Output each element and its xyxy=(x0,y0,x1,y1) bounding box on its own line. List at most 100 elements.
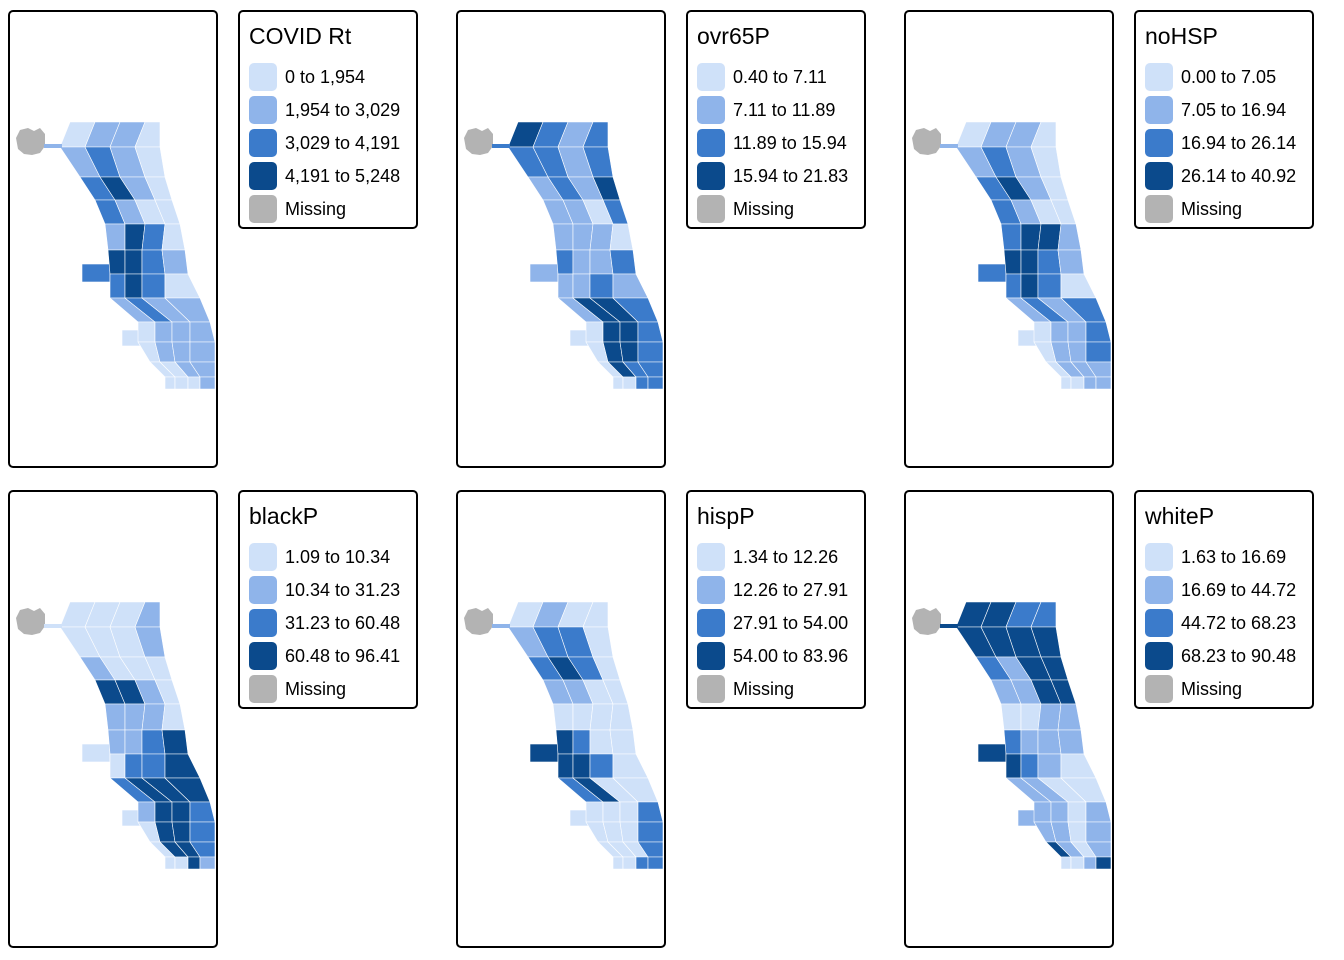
community-area xyxy=(1037,729,1062,755)
choropleth-map xyxy=(912,601,1112,870)
legend-title: ovr65P xyxy=(697,23,770,49)
legend-item: 7.11 to 11.89 xyxy=(697,93,848,126)
legend-swatch xyxy=(697,128,725,157)
legend-label: 0.40 to 7.11 xyxy=(733,66,827,87)
community-area xyxy=(1020,249,1039,275)
legend-item: 1.09 to 10.34 xyxy=(249,540,400,573)
community-area xyxy=(1050,321,1069,343)
legend-swatch xyxy=(249,161,277,190)
legend: whiteP 1.63 to 16.69 16.69 to 44.72 44.7… xyxy=(1134,490,1314,709)
legend-label: 3,029 to 4,191 xyxy=(285,132,401,153)
community-area xyxy=(81,263,111,283)
legend-item: 0 to 1,954 xyxy=(249,60,400,93)
legend-swatch xyxy=(697,641,725,670)
community-area xyxy=(174,376,189,390)
community-area xyxy=(572,753,591,779)
community-area xyxy=(569,809,589,827)
community-area xyxy=(492,144,510,148)
legend-label: 12.26 to 27.91 xyxy=(733,579,849,600)
community-area xyxy=(940,144,958,148)
legend-item: 11.89 to 15.94 xyxy=(697,126,848,159)
community-area xyxy=(1083,856,1097,870)
legend-item: 10.34 to 31.23 xyxy=(249,573,400,606)
community-area xyxy=(124,273,143,299)
map-frame xyxy=(8,490,218,948)
community-area xyxy=(1067,341,1087,363)
community-area xyxy=(635,376,649,390)
community-area xyxy=(622,376,637,390)
community-area xyxy=(637,801,664,823)
community-area xyxy=(1070,856,1085,870)
map-panel-whitep: whiteP 1.63 to 16.69 16.69 to 44.72 44.7… xyxy=(896,480,1344,960)
community-area xyxy=(124,249,143,275)
legend-item: Missing xyxy=(249,672,400,705)
legend-item: Missing xyxy=(1145,192,1296,225)
legend: blackP 1.09 to 10.34 10.34 to 31.23 31.2… xyxy=(238,490,418,709)
map-frame xyxy=(904,490,1114,948)
missing-area-shape xyxy=(16,608,45,635)
community-area xyxy=(557,273,574,299)
missing-area xyxy=(16,608,45,635)
community-area xyxy=(1085,321,1112,343)
community-area xyxy=(589,729,614,755)
community-area xyxy=(572,249,591,275)
community-area xyxy=(589,249,614,275)
legend-label: 1.09 to 10.34 xyxy=(285,546,391,567)
legend-swatch xyxy=(1145,608,1173,637)
community-area xyxy=(1037,273,1062,299)
community-area xyxy=(44,624,62,628)
community-area xyxy=(1017,809,1037,827)
community-area xyxy=(612,376,624,390)
community-area xyxy=(622,856,637,870)
legend-swatch xyxy=(1145,62,1173,91)
community-area xyxy=(1067,801,1087,823)
legend-title: hispP xyxy=(697,503,755,529)
community-area xyxy=(555,729,574,755)
legend-item: 16.94 to 26.14 xyxy=(1145,126,1296,159)
legend-item: 31.23 to 60.48 xyxy=(249,606,400,639)
map-frame xyxy=(456,10,666,468)
community-area xyxy=(189,321,216,343)
missing-area xyxy=(464,128,493,155)
community-area xyxy=(121,329,141,347)
community-area xyxy=(161,729,189,755)
legend-item: 0.40 to 7.11 xyxy=(697,60,848,93)
community-area xyxy=(141,273,166,299)
choropleth-map xyxy=(16,601,216,870)
legend-item: 7.05 to 16.94 xyxy=(1145,93,1296,126)
legend-title: COVID Rt xyxy=(249,23,352,49)
community-area xyxy=(174,856,189,870)
community-area xyxy=(1067,821,1087,843)
community-area xyxy=(529,743,559,763)
community-area xyxy=(572,729,591,755)
community-area xyxy=(199,856,216,870)
legend-swatch xyxy=(249,194,277,223)
community-area xyxy=(141,729,166,755)
map-panel-hispp: hispP 1.34 to 12.26 12.26 to 27.91 27.91… xyxy=(448,480,896,960)
legend-swatch xyxy=(249,542,277,571)
community-area xyxy=(557,753,574,779)
choropleth-map xyxy=(464,121,664,390)
community-area xyxy=(589,223,614,251)
community-area xyxy=(637,341,664,363)
community-area xyxy=(1005,753,1022,779)
legend-swatch xyxy=(249,608,277,637)
community-area xyxy=(141,703,166,731)
legend-swatch xyxy=(249,641,277,670)
community-area xyxy=(1033,321,1052,343)
legend-title: noHSP xyxy=(1145,23,1218,49)
legend-swatch xyxy=(1145,575,1173,604)
community-area xyxy=(1037,249,1062,275)
map-panel-blackp: blackP 1.09 to 10.34 10.34 to 31.23 31.2… xyxy=(0,480,448,960)
legend-swatch xyxy=(697,608,725,637)
community-area xyxy=(104,703,126,731)
community-area xyxy=(171,341,191,363)
community-area xyxy=(572,223,594,251)
legend-swatch xyxy=(1145,161,1173,190)
community-area xyxy=(1020,223,1042,251)
community-area xyxy=(1037,703,1062,731)
community-area xyxy=(189,341,216,363)
legend-swatch xyxy=(1145,641,1173,670)
community-area xyxy=(647,856,664,870)
community-area xyxy=(187,856,201,870)
